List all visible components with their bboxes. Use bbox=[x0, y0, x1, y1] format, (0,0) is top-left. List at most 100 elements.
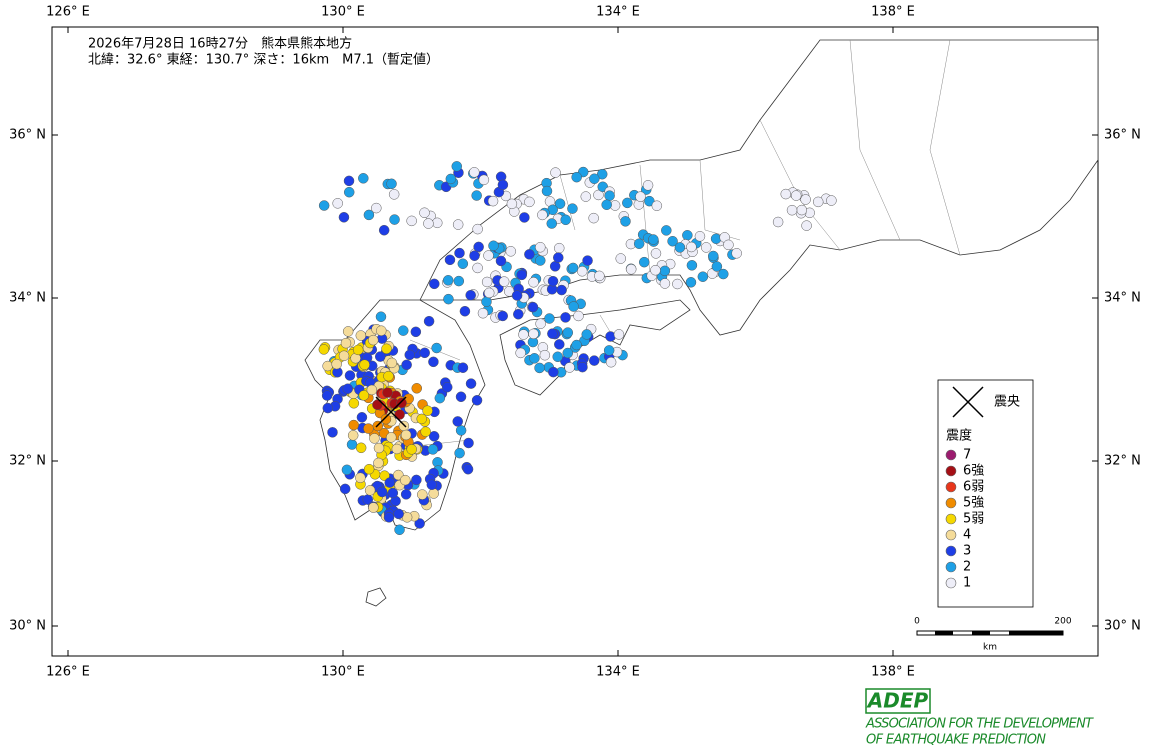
intensity-dot bbox=[478, 174, 490, 186]
lon-label: 138° E bbox=[871, 5, 915, 20]
intensity-dot bbox=[700, 242, 712, 253]
intensity-dot bbox=[472, 223, 483, 235]
intensity-dot bbox=[718, 268, 729, 280]
lon-label: 134° E bbox=[596, 665, 640, 680]
intensity-dot bbox=[594, 270, 605, 282]
intensity-dot bbox=[398, 325, 409, 336]
intensity-dot bbox=[622, 197, 633, 209]
intensity-dot bbox=[615, 253, 627, 264]
intensity-dot bbox=[465, 289, 476, 301]
intensity-dot bbox=[686, 260, 698, 271]
intensity-dot bbox=[560, 214, 571, 226]
intensity-dot bbox=[387, 487, 399, 499]
epicenter-mark bbox=[375, 396, 407, 428]
legend-swatch bbox=[945, 577, 957, 589]
intensity-dot bbox=[358, 390, 370, 401]
intensity-dot bbox=[519, 212, 530, 223]
intensity-dot bbox=[375, 311, 387, 322]
header-line: 2026年7月28日 16時27分 熊本県熊本地方 bbox=[88, 36, 352, 52]
intensity-dot bbox=[593, 189, 604, 201]
intensity-dot bbox=[472, 262, 483, 274]
intensity-dot bbox=[414, 518, 425, 529]
intensity-dot bbox=[348, 397, 360, 409]
legend-swatch bbox=[945, 497, 957, 509]
intensity-dot bbox=[659, 265, 671, 277]
intensity-dot bbox=[318, 200, 330, 211]
intensity-dot bbox=[321, 390, 333, 401]
scale-bar: 0 200 km bbox=[914, 617, 1072, 653]
scale-unit: km bbox=[983, 643, 997, 653]
intensity-dot bbox=[428, 488, 439, 499]
intensity-dot bbox=[511, 290, 523, 301]
intensity-dot bbox=[373, 457, 384, 469]
lat-label: 36° N bbox=[9, 128, 46, 143]
lat-label: 32° N bbox=[9, 454, 46, 469]
intensity-dot bbox=[550, 167, 561, 178]
intensity-dot bbox=[443, 293, 454, 305]
legend-swatch bbox=[945, 529, 957, 541]
legend-title: 震度 bbox=[946, 428, 972, 444]
intensity-dot bbox=[369, 433, 380, 444]
intensity-dot bbox=[685, 277, 697, 288]
intensity-dot bbox=[343, 175, 355, 187]
intensity-dot bbox=[364, 485, 376, 496]
intensity-dot bbox=[347, 430, 359, 441]
intensity-dot bbox=[411, 383, 423, 394]
legend-swatch bbox=[945, 545, 957, 557]
intensity-dot bbox=[483, 250, 494, 261]
intensity-dot bbox=[346, 439, 358, 450]
intensity-dot bbox=[553, 242, 565, 254]
intensity-dot bbox=[331, 358, 342, 370]
intensity-dot bbox=[417, 489, 428, 500]
intensity-dot bbox=[518, 329, 529, 340]
intensity-dot bbox=[394, 524, 405, 536]
intensity-dot bbox=[539, 349, 551, 361]
scale-end: 200 bbox=[1054, 617, 1071, 627]
legend-label: 6強 bbox=[963, 464, 984, 479]
intensity-dot bbox=[454, 447, 465, 459]
intensity-dot bbox=[454, 247, 465, 259]
legend-label: 6弱 bbox=[963, 480, 984, 495]
intensity-dot bbox=[380, 413, 392, 425]
intensity-dot bbox=[431, 342, 442, 354]
intensity-dot bbox=[790, 190, 802, 201]
intensity-dot bbox=[605, 356, 617, 368]
intensity-dot bbox=[506, 198, 518, 210]
intensity-dot bbox=[589, 173, 600, 184]
intensity-dot bbox=[556, 284, 567, 296]
intensity-dot bbox=[481, 276, 493, 288]
intensity-dot bbox=[322, 402, 334, 414]
intensity-dot bbox=[431, 217, 443, 229]
intensity-dot bbox=[516, 269, 527, 281]
intensity-dot bbox=[812, 196, 824, 208]
intensity-dot bbox=[625, 264, 637, 275]
intensity-dot bbox=[452, 416, 463, 427]
intensity-dot bbox=[378, 224, 390, 236]
intensity-dot bbox=[359, 359, 370, 370]
intensity-dot bbox=[342, 326, 354, 337]
intensity-dot bbox=[462, 463, 474, 475]
intensity-dot bbox=[373, 442, 385, 454]
intensity-dot bbox=[546, 218, 558, 229]
intensity-dot bbox=[801, 220, 812, 231]
lat-label: 34° N bbox=[9, 291, 46, 306]
intensity-dot bbox=[391, 443, 403, 455]
intensity-dot bbox=[553, 252, 564, 263]
intensity-dot bbox=[571, 171, 582, 183]
intensity-dot bbox=[552, 351, 563, 363]
intensity-dot bbox=[452, 219, 464, 230]
intensity-dot bbox=[620, 216, 631, 227]
intensity-dot bbox=[528, 277, 539, 288]
lon-label: 130° E bbox=[321, 665, 365, 680]
intensity-dot bbox=[786, 204, 798, 216]
intensity-dot bbox=[383, 512, 395, 523]
intensity-dot bbox=[423, 218, 434, 229]
intensity-dot bbox=[423, 315, 435, 327]
intensity-dot bbox=[651, 200, 663, 212]
intensity-dot bbox=[544, 313, 555, 324]
intensity-dot bbox=[571, 339, 582, 351]
intensity-dot bbox=[376, 486, 388, 498]
intensity-dot bbox=[400, 429, 412, 441]
intensity-dot bbox=[455, 391, 467, 403]
